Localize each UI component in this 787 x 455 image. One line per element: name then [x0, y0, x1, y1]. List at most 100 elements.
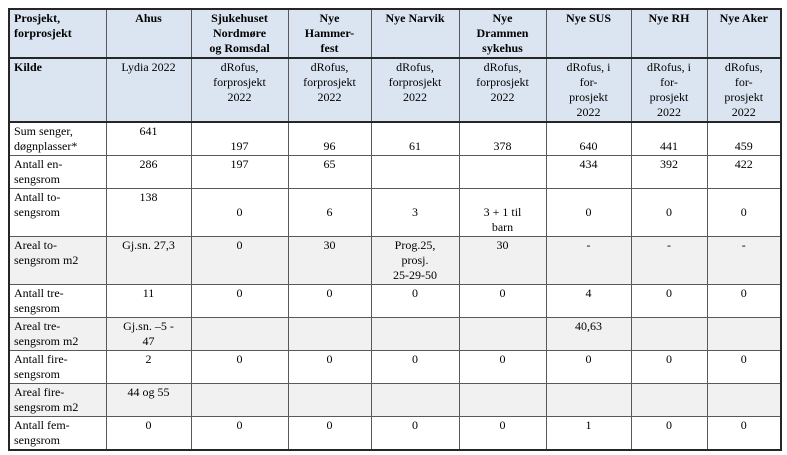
cell-line: forprosjekt — [213, 75, 266, 89]
column-header-nye-narvik: Nye Narvik — [370, 8, 460, 59]
row-kilde: Kilde Lydia 2022 dRofus, forprosjekt 2022 dRo… — [8, 57, 782, 123]
cell-areal-fire-sengsrom-m2-nye-hammerfest — [287, 383, 372, 417]
cell-line: 44 og 55 — [127, 385, 170, 399]
cell-line: 0 — [585, 205, 592, 219]
cell-line: 0 — [666, 205, 672, 219]
cell-line — [292, 124, 368, 139]
cell-line: dRofus, — [220, 60, 259, 74]
cell-line: 65 — [323, 157, 336, 171]
cell-line: 11 — [142, 286, 155, 300]
cell-line: 0 — [740, 352, 747, 366]
header-row: Prosjekt, forprosjekt Ahus Sjukehuset Nordmø… — [8, 8, 782, 59]
cell-line: Antall tre- — [14, 286, 64, 300]
cell-line: sengsrom m2 — [14, 334, 79, 348]
cell-areal-to-sengsrom-m2-nye-drammen-sykehus: 30 — [458, 236, 547, 285]
cell-line: 0 — [412, 352, 418, 366]
cell-areal-to-sengsrom-m2-sjukehuset-nordmore-og-romsdal: 0 — [190, 236, 289, 285]
cell-line: Nye Aker — [719, 11, 768, 25]
row-areal-fire-sengsrom-m2: Areal fire-sengsrom m2 44 og 55 — [8, 383, 782, 417]
cell-line: dRofus, i — [646, 60, 691, 74]
cell-antall-en-sengsrom-nye-aker: 422 — [706, 155, 782, 189]
cell-line: sengsrom — [14, 205, 60, 219]
cell-areal-tre-sengsrom-m2-nye-rh — [630, 317, 708, 351]
cell-line: for- — [660, 75, 678, 89]
cell-antall-en-sengsrom-nye-drammen-sykehus — [458, 155, 547, 189]
cell-line: 0 — [740, 418, 747, 432]
cell-line: 2022 — [317, 90, 342, 104]
cell-antall-to-sengsrom-nye-drammen-sykehus: 3 + 1 til barn — [458, 188, 547, 237]
cell-antall-fem-sengsrom-nye-hammerfest: 0 — [287, 416, 372, 451]
cell-antall-to-sengsrom-nye-sus: 0 — [545, 188, 632, 237]
cell-line: Gj.sn. 27,3 — [122, 238, 175, 252]
cell-line: 441 — [660, 139, 678, 153]
cell-line — [375, 190, 456, 205]
cell-areal-fire-sengsrom-m2-nye-aker — [706, 383, 782, 417]
cell-line: Nye — [492, 11, 513, 25]
cell-line: Ahus — [135, 11, 162, 25]
cell-antall-tre-sengsrom-nye-rh: 0 — [630, 284, 708, 318]
cell-line: - — [741, 238, 746, 252]
cell-line: Lydia 2022 — [121, 60, 176, 74]
cell-line — [195, 190, 285, 205]
cell-line: sengsrom — [14, 433, 60, 447]
cell-areal-tre-sengsrom-m2-nye-aker — [706, 317, 782, 351]
cell-line: forprosjekt — [476, 75, 529, 89]
cell-line: dRofus, — [310, 60, 349, 74]
cell-line: sengsrom — [14, 301, 60, 315]
cell-line: og Romsdal — [209, 41, 270, 55]
cell-antall-en-sengsrom-nye-rh: 392 — [630, 155, 708, 189]
cell-antall-to-sengsrom-nye-narvik: 3 — [370, 188, 460, 237]
cell-areal-to-sengsrom-m2-nye-aker: - — [706, 236, 782, 285]
cell-line: fest — [320, 41, 339, 55]
cell-line — [711, 124, 778, 139]
cell-line: dRofus, — [483, 60, 522, 74]
row-label-antall-fire-sengsrom: Antall fire-sengsrom — [8, 350, 107, 384]
cell-antall-fem-sengsrom-nye-sus: 1 — [545, 416, 632, 451]
cell-line: 422 — [734, 157, 753, 171]
cell-line: Areal to- — [14, 238, 57, 252]
cell-line: 0 — [740, 286, 747, 300]
cell-antall-fire-sengsrom-sjukehuset-nordmore-og-romsdal: 0 — [190, 350, 289, 384]
room-capacity-table: Prosjekt, forprosjekt Ahus Sjukehuset Nordmø… — [8, 8, 782, 451]
row-sum-senger-dognplasser: Sum senger, døgnplasser* 641 197 96 61 378 640 4… — [8, 121, 782, 156]
cell-line: Sum senger, — [14, 124, 73, 138]
cell-line: Sjukehuset — [211, 11, 268, 25]
cell-line: 138 — [139, 190, 158, 204]
cell-line — [195, 124, 285, 139]
cell-line: 0 — [666, 352, 672, 366]
cell-line: sengsrom — [14, 172, 60, 186]
row-antall-en-sengsrom: Antall en-sengsrom 286 197 65 434 392 422 — [8, 155, 782, 189]
row-label-antall-en-sengsrom: Antall en-sengsrom — [8, 155, 107, 189]
cell-line: 0 — [236, 352, 243, 366]
cell-antall-fem-sengsrom-nye-aker: 0 — [706, 416, 782, 451]
cell-kilde-nye-sus: dRofus, i for-prosjekt 2022 — [545, 57, 632, 123]
cell-line: for- — [579, 75, 598, 89]
cell-line: 0 — [236, 286, 243, 300]
row-label-antall-to-sengsrom: Antall to-sengsrom — [8, 188, 107, 237]
cell-line: 197 — [230, 139, 249, 153]
cell-antall-en-sengsrom-nye-hammerfest: 65 — [287, 155, 372, 189]
cell-antall-fem-sengsrom-nye-rh: 0 — [630, 416, 708, 451]
cell-line: 61 — [409, 139, 421, 153]
cell-line: forprosjekt — [388, 75, 442, 89]
cell-line: 286 — [139, 157, 158, 171]
cell-line: sengsrom m2 — [14, 253, 79, 267]
cell-line: 0 — [326, 418, 333, 432]
cell-areal-tre-sengsrom-m2-nye-sus: 40,63 — [545, 317, 632, 351]
cell-antall-fem-sengsrom-sjukehuset-nordmore-og-romsdal: 0 — [190, 416, 289, 451]
cell-line: 641 — [139, 124, 158, 138]
cell-areal-to-sengsrom-m2-ahus: Gj.sn. 27,3 — [105, 236, 192, 285]
cell-antall-to-sengsrom-sjukehuset-nordmore-og-romsdal: 0 — [190, 188, 289, 237]
column-header-sjukehuset-nordmore-og-romsdal: Sjukehuset Nordmøre og Romsdal — [190, 8, 289, 59]
cell-antall-fire-sengsrom-nye-hammerfest: 0 — [287, 350, 372, 384]
cell-line: prosj. — [401, 253, 429, 267]
row-antall-fire-sengsrom: Antall fire-sengsrom 2 0 0 0 0 0 0 0 — [8, 350, 782, 384]
cell-antall-en-sengsrom-nye-narvik — [370, 155, 460, 189]
cell-sum-senger-dognplasser-sjukehuset-nordmore-og-romsdal: 197 — [190, 121, 289, 156]
cell-line: 1 — [585, 418, 592, 432]
cell-kilde-nye-drammen-sykehus: dRofus, forprosjekt 2022 — [458, 57, 547, 123]
cell-kilde-nye-aker: dRofus, for-prosjekt 2022 — [706, 57, 782, 123]
cell-line: 0 — [236, 205, 243, 219]
cell-line: 0 — [326, 352, 333, 366]
